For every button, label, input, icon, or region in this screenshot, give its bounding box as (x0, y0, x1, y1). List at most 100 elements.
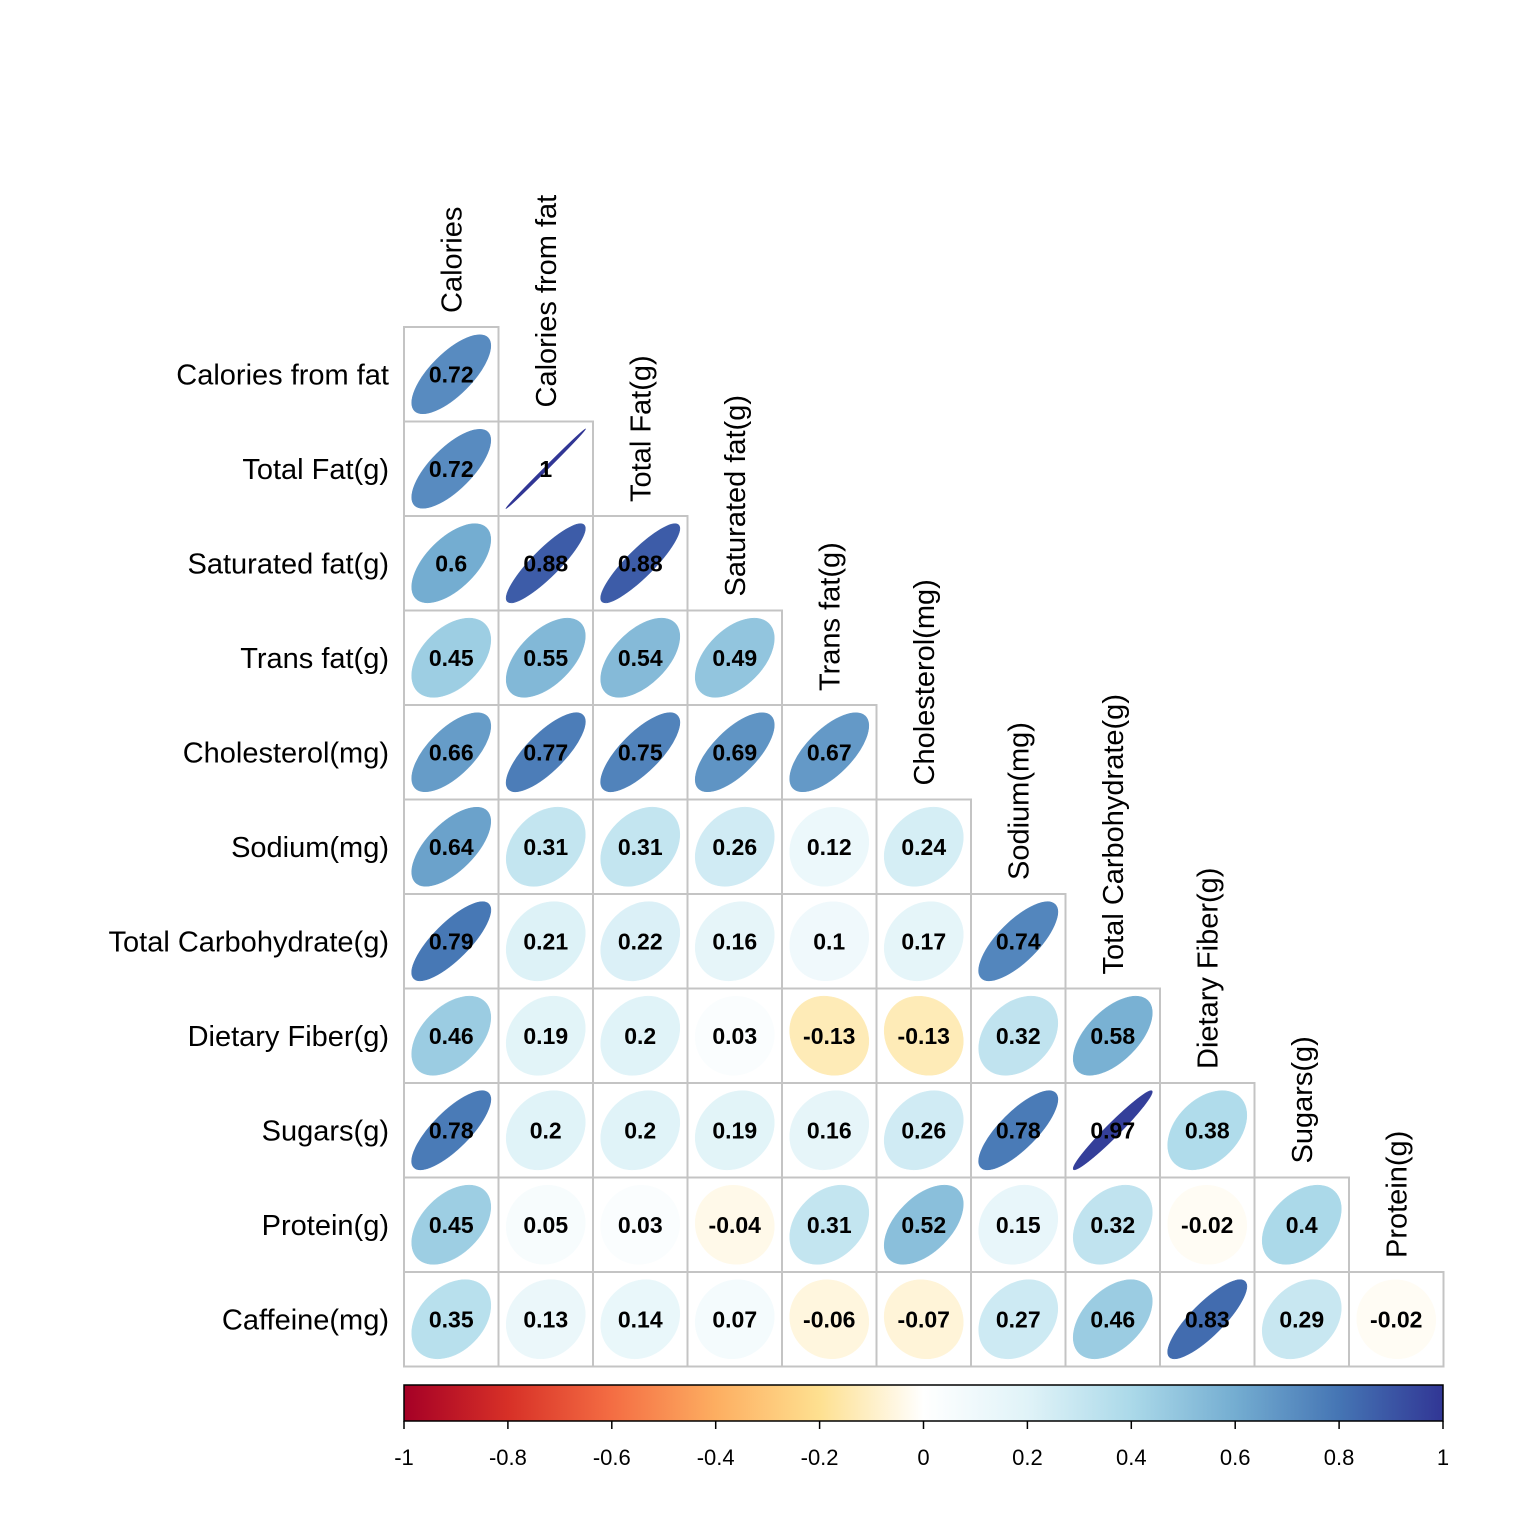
correlation-ellipse (1167, 1279, 1248, 1360)
correlation-value: 0.45 (429, 645, 474, 671)
correlation-cell: 0.07 (686, 1271, 783, 1368)
correlation-cell: 0.72 (403, 326, 500, 423)
column-label: Trans fat(g) (814, 542, 846, 691)
correlation-cell: 0.26 (875, 1082, 972, 1179)
correlation-ellipse (411, 712, 492, 793)
correlation-cell: 0.64 (403, 798, 500, 895)
correlation-cell: 0.35 (403, 1271, 500, 1368)
correlation-value: -0.06 (803, 1306, 855, 1332)
colorbar-tick-label: -0.8 (489, 1445, 527, 1470)
correlation-cell: 0.52 (875, 1176, 972, 1273)
correlation-cell: 0.2 (592, 1082, 689, 1179)
correlation-cell: 0.29 (1253, 1271, 1350, 1368)
column-label: Calories (436, 207, 468, 313)
row-labels: Calories from fat Total Fat(g) Saturated f… (109, 359, 389, 1336)
correlation-value: 0.03 (618, 1212, 663, 1238)
correlation-ellipse (694, 806, 775, 887)
correlation-value: 0.16 (807, 1117, 852, 1143)
correlation-ellipse (789, 1090, 870, 1171)
correlation-ellipse (411, 334, 492, 415)
colorbar-tick-label: 0.6 (1220, 1445, 1251, 1470)
correlation-value: 0.32 (1090, 1212, 1135, 1238)
correlation-ellipse (978, 1279, 1059, 1360)
correlation-cell: 0.24 (875, 798, 972, 895)
column-labels: Calories Calories from fat Total Fat(g) Sat… (436, 195, 1413, 1258)
correlation-ellipse (600, 1184, 681, 1265)
correlation-cell: 0.66 (403, 704, 500, 801)
correlation-cell: -0.07 (875, 1271, 972, 1368)
correlation-cell: 0.77 (497, 704, 594, 801)
row-label: Sugars(g) (262, 1115, 389, 1147)
correlation-ellipse (600, 712, 681, 793)
correlation-ellipse (883, 901, 964, 982)
correlation-value: 0.31 (523, 834, 568, 860)
correlation-value: 0.97 (1090, 1117, 1135, 1143)
correlation-ellipse (505, 806, 586, 887)
correlation-value: 0.2 (624, 1117, 656, 1143)
correlation-value: 0.1 (813, 928, 845, 954)
correlation-cell: 0.97 (1064, 1082, 1161, 1179)
correlation-ellipse (978, 901, 1059, 982)
correlation-value: 0.19 (523, 1023, 568, 1049)
correlation-cell: 0.88 (592, 515, 689, 612)
correlation-cell: 0.31 (592, 798, 689, 895)
correlation-ellipse (694, 1279, 775, 1360)
correlation-cell: -0.13 (781, 987, 878, 1084)
correlation-ellipse (411, 617, 492, 698)
colorbar-tick-label: 0.2 (1012, 1445, 1043, 1470)
correlation-value: 0.31 (618, 834, 663, 860)
correlation-cell: 0.75 (592, 704, 689, 801)
correlation-ellipse (600, 995, 681, 1076)
correlation-ellipse (411, 1090, 492, 1171)
correlation-cell: 0.58 (1064, 987, 1161, 1084)
correlation-cell: 0.14 (592, 1271, 689, 1368)
correlation-ellipse (694, 995, 775, 1076)
correlation-value: 0.88 (523, 550, 568, 576)
correlation-ellipse (978, 1090, 1059, 1171)
row-label: Total Carbohydrate(g) (109, 926, 389, 958)
correlation-value: 0.31 (807, 1212, 852, 1238)
correlation-ellipse (411, 995, 492, 1076)
correlation-cell: 0.31 (781, 1176, 878, 1273)
colorbar-tick-label: 0 (917, 1445, 929, 1470)
correlation-value: 0.77 (523, 739, 568, 765)
correlation-value: 0.54 (618, 645, 663, 671)
correlation-ellipse (1167, 1184, 1248, 1265)
column-label: Total Fat(g) (625, 355, 657, 502)
correlation-cell: 0.17 (875, 893, 972, 990)
correlation-ellipse (505, 617, 586, 698)
correlation-value: 0.74 (996, 928, 1041, 954)
correlation-value: 0.83 (1185, 1306, 1230, 1332)
correlation-value: 0.66 (429, 739, 474, 765)
colorbar-tick-label: -0.4 (697, 1445, 735, 1470)
correlation-value: 0.58 (1090, 1023, 1135, 1049)
correlation-cell: 0.21 (497, 893, 594, 990)
correlation-value: 0.45 (429, 1212, 474, 1238)
correlation-cell: 0.05 (497, 1176, 594, 1273)
correlation-ellipse (1072, 1279, 1153, 1360)
correlation-cell: 1 (497, 420, 594, 517)
correlation-ellipse (505, 712, 586, 793)
correlation-ellipse (883, 1279, 964, 1360)
correlation-value: -0.02 (1370, 1306, 1422, 1332)
correlation-value: 0.15 (996, 1212, 1041, 1238)
correlation-value: 0.19 (712, 1117, 757, 1143)
correlation-ellipse (1261, 1184, 1342, 1265)
colorbar-tick-label: -1 (394, 1445, 414, 1470)
correlation-ellipse (694, 1090, 775, 1171)
correlation-ellipse (505, 1184, 586, 1265)
correlation-ellipse (883, 995, 964, 1076)
correlation-ellipse (411, 428, 492, 509)
correlation-value: 0.12 (807, 834, 852, 860)
correlation-ellipse (694, 1184, 775, 1265)
correlation-cell: 0.26 (686, 798, 783, 895)
correlation-ellipse (694, 901, 775, 982)
correlation-value: 0.07 (712, 1306, 757, 1332)
correlation-cell: 0.83 (1159, 1271, 1256, 1368)
correlation-value: 0.14 (618, 1306, 663, 1332)
correlation-ellipse (411, 901, 492, 982)
correlation-cell: 0.03 (686, 987, 783, 1084)
correlation-ellipse (883, 1090, 964, 1171)
correlation-cell: 0.88 (497, 515, 594, 612)
correlation-value: 0.67 (807, 739, 852, 765)
